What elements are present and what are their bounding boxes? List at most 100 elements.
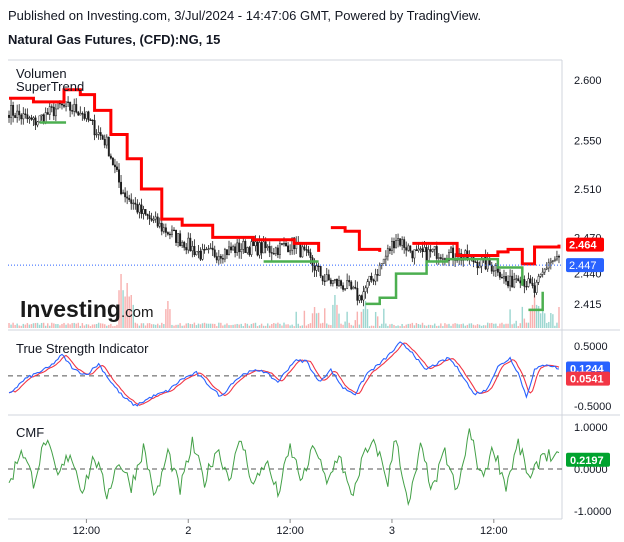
time-tick-label: 12:00 xyxy=(480,525,508,537)
volume-bar xyxy=(474,325,477,328)
candle-body xyxy=(441,258,444,260)
candle-body xyxy=(494,265,497,271)
candle-body xyxy=(130,199,133,204)
volume-bar xyxy=(539,313,542,328)
candle-body xyxy=(134,202,137,205)
volume-bar xyxy=(207,323,210,328)
candle-body xyxy=(346,280,349,289)
volume-bar xyxy=(383,308,385,328)
tsi-line xyxy=(8,341,560,407)
volume-bar xyxy=(440,323,442,328)
candle-body xyxy=(168,233,171,236)
candle-body xyxy=(79,113,82,116)
volume-bar xyxy=(250,323,253,328)
volume-bar xyxy=(83,325,86,328)
volume-bar xyxy=(535,304,538,328)
volume-bar xyxy=(154,324,157,328)
candle-body xyxy=(335,279,338,286)
candle-body xyxy=(492,270,495,272)
candle-body xyxy=(160,222,163,232)
candle-body xyxy=(393,240,395,249)
volume-bar xyxy=(541,307,544,328)
candle-body xyxy=(272,253,275,255)
volume-bar xyxy=(277,322,279,328)
volume-bar xyxy=(537,306,540,328)
candle-body xyxy=(71,110,74,112)
volume-bar xyxy=(511,324,513,328)
candle-body xyxy=(401,239,404,246)
candle-body xyxy=(370,275,373,281)
volume-bar xyxy=(385,323,387,328)
volume-bar xyxy=(366,309,369,328)
candle-body xyxy=(158,222,161,227)
volume-bar xyxy=(299,325,302,328)
candle-body xyxy=(266,246,269,249)
volume-bar xyxy=(460,324,462,328)
volume-bar xyxy=(205,323,208,328)
volume-bar xyxy=(114,326,116,328)
candle-body xyxy=(519,280,522,284)
cmf-badge: 0.2197 xyxy=(566,452,610,467)
volume-bar xyxy=(303,310,306,328)
candle-body xyxy=(407,245,410,251)
volume-bar xyxy=(53,323,55,328)
volume-bar xyxy=(77,322,79,328)
volume-bar xyxy=(324,308,326,328)
volume-bar xyxy=(283,322,285,328)
candle-body xyxy=(205,248,208,251)
candle-body xyxy=(313,265,316,271)
volume-bar xyxy=(165,309,167,328)
candle-body xyxy=(142,209,145,214)
candle-body xyxy=(509,275,512,287)
candle-body xyxy=(390,240,393,251)
candle-body xyxy=(195,251,198,256)
volume-bar xyxy=(409,323,412,328)
volume-bar xyxy=(413,325,416,328)
volume-bar xyxy=(452,323,454,328)
svg-text:2.464: 2.464 xyxy=(569,240,597,252)
time-tick-label: 12:00 xyxy=(73,525,101,537)
candle-body xyxy=(545,267,548,270)
candle-body xyxy=(16,110,19,118)
candle-body xyxy=(156,216,159,227)
candle-body xyxy=(329,279,332,284)
candle-body xyxy=(535,282,538,293)
volume-bar xyxy=(334,295,336,328)
volume-bar xyxy=(228,325,230,328)
volume-bar xyxy=(434,323,436,328)
candle-body xyxy=(507,280,510,287)
volume-bar xyxy=(472,324,475,328)
volume-bar xyxy=(49,325,51,328)
volume-bar xyxy=(328,324,330,328)
candle-body xyxy=(529,278,532,284)
volume-bar xyxy=(146,323,149,328)
volume-bar xyxy=(128,296,130,328)
volume-bar xyxy=(552,314,554,328)
candle-body xyxy=(22,113,25,120)
candle-body xyxy=(511,275,514,288)
volume-bar xyxy=(161,322,163,328)
candle-body xyxy=(258,242,261,256)
volume-bar xyxy=(482,325,485,328)
candle-body xyxy=(478,265,481,269)
volume-bar xyxy=(97,322,100,328)
volume-bar xyxy=(372,325,375,328)
candle-body xyxy=(382,258,385,264)
cmf-title: CMF xyxy=(16,425,44,440)
candle-body xyxy=(30,117,33,120)
volume-bar xyxy=(252,323,255,328)
candle-body xyxy=(152,218,155,221)
volume-bar xyxy=(87,324,90,328)
candle-body xyxy=(213,249,216,257)
supertrend-down-line xyxy=(412,241,561,266)
candle-body xyxy=(443,258,446,260)
volume-bar xyxy=(262,325,265,328)
candle-body xyxy=(405,247,408,251)
volume-bar xyxy=(258,325,261,328)
volume-bar xyxy=(134,322,137,328)
candle-body xyxy=(140,204,143,214)
volume-bar xyxy=(26,323,29,328)
volume-bar xyxy=(65,324,67,328)
tsi-tick-label: 0.5000 xyxy=(574,341,608,353)
